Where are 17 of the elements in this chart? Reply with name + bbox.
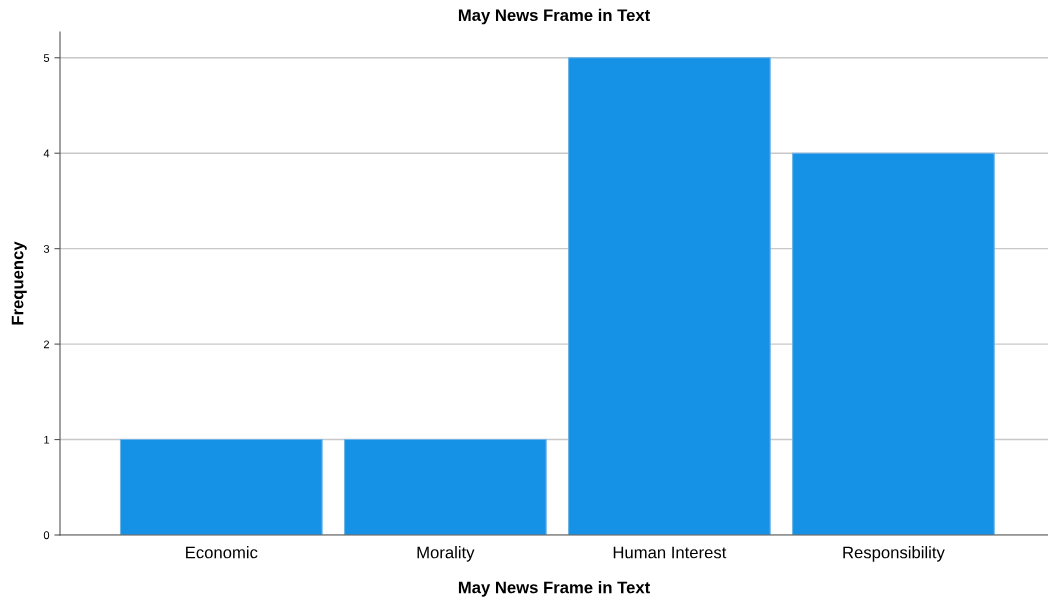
y-tick-label: 2 <box>43 340 50 349</box>
y-tick-label: 5 <box>43 54 50 62</box>
x-tick-label: Human Interest <box>613 546 727 559</box>
y-tick-label: 3 <box>43 244 50 253</box>
x-tick-label: Responsibility <box>843 546 945 562</box>
bar <box>792 152 995 535</box>
y-tick-label: 1 <box>44 435 50 444</box>
y-axis-title: Frequency <box>11 241 27 325</box>
y-tick-label: 4 <box>43 149 50 158</box>
y-tick-label: 0 <box>43 531 50 540</box>
x-axis-title: May News Frame in Text <box>458 581 650 597</box>
bar <box>568 57 771 535</box>
bar <box>343 438 547 535</box>
chart-title: May News Frame in Text <box>458 8 650 25</box>
x-tick-label: Morality <box>417 546 475 562</box>
x-tick-label: Economic <box>186 546 258 559</box>
bar <box>119 438 323 535</box>
